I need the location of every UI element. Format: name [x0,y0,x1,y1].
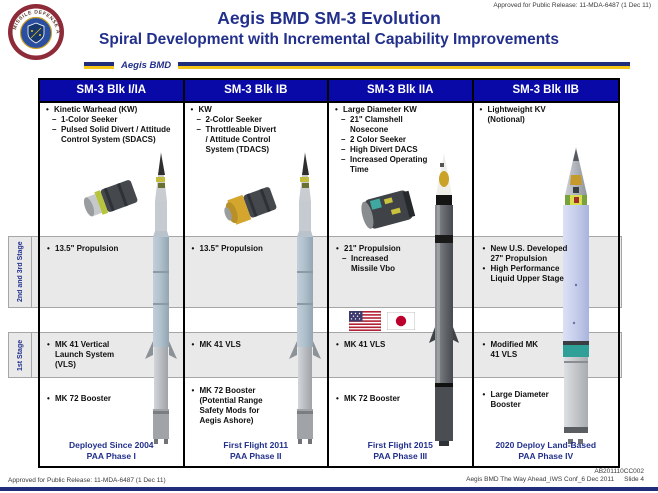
partner-flags [349,311,415,331]
approved-release-top: Approved for Public Release: 11-MDA-6487… [493,2,651,9]
footer-source: AB201110CC002 Aegis BMD The Way Ahead_IW… [466,468,644,484]
comparison-table: 2nd and 3rd Stage 1st Stage SM-3 Blk I/I… [8,78,622,468]
japan-flag-icon [387,312,415,330]
propulsion-sub-bullet: Increased Missile Vbo [335,254,409,274]
column-sm3-blk-2b: SM-3 Blk IIB Lightweight KV (Notional) [473,80,618,466]
kw-sub-bullet: Throttleable Divert / Attitude Control S… [190,125,278,155]
deployment-caption: 2020 Deploy Land-Based PAA Phase IV [495,440,597,461]
doc-code: AB201110CC002 [594,468,644,475]
propulsion-bullet: 21" Propulsion [335,244,427,254]
kw-bullet: Large Diameter KW [334,105,470,115]
kinetic-warhead-illustration [223,187,276,225]
bottom-rule [0,487,658,491]
deployment-caption: First Flight 2015 PAA Phase III [367,440,433,461]
kw-sub-bullet: 1-Color Seeker [45,115,181,125]
column-header: SM-3 Blk I/IA [40,80,183,103]
page-title: Aegis BMD SM-3 Evolution [217,8,441,28]
sm3-blk-1a-missile-illustration [144,151,177,444]
booster-bullet: MK 72 Booster [335,394,427,404]
column-sm3-blk-2a: SM-3 Blk IIA Large Diameter KW 21" Clams… [329,80,474,466]
stage-band-upper-label: 2nd and 3rd Stage [10,237,32,307]
propulsion-bullet: 13.5" Propulsion [191,244,283,254]
launch-bullet: MK 41 VLS [191,340,283,350]
column-header: SM-3 Blk IIA [329,80,472,103]
kinetic-warhead-illustration [83,180,138,217]
kw-bullet: Kinetic Warhead (KW) [45,105,181,115]
propulsion-bullet: High Performance Liquid Upper Stage [482,264,568,284]
booster-bullet: Large Diameter Booster [482,390,561,410]
propulsion-bullet: 13.5" Propulsion [46,244,138,254]
deployment-caption: First Flight 2011 PAA Phase II [223,440,289,461]
launch-bullet: MK 41 VLS [335,340,427,350]
divider-bar-right [178,62,630,69]
source-line: Aegis BMD The Way Ahead_IWS Conf_6 Dec 2… [466,476,615,483]
kinetic-warhead-illustration [361,190,416,229]
slide-number: Slide 4 [624,476,644,483]
kw-sub-bullet: 2 Color Seeker [334,135,470,145]
program-divider: Aegis BMD [84,60,630,71]
stage-band-lower-label: 1st Stage [10,333,32,377]
column-header: SM-3 Blk IB [184,80,327,103]
us-flag-icon [349,311,381,331]
launch-bullet: MK 41 Vertical Launch System (VLS) [46,340,125,370]
column-header: SM-3 Blk IIB [473,80,618,103]
column-sm3-blk-1b: SM-3 Blk IB KW 2-Color Seeker Throttleab… [184,80,329,466]
mda-seal-logo: MISSILE DEFENSE AGENCY [7,3,64,60]
booster-bullet: MK 72 Booster [46,394,138,404]
column-sm3-blk-1a: SM-3 Blk I/IA Kinetic Warhead (KW) 1-Col… [40,80,185,466]
page-subtitle: Spiral Development with Incremental Capa… [99,31,559,48]
deployment-caption: Deployed Since 2004 PAA Phase I [68,440,154,461]
sm3-blk-2a-missile-illustration [429,153,459,446]
approved-release-bottom: Approved for Public Release: 11-MDA-6487… [8,477,166,484]
kw-sub-bullet: 21" Clamshell Nosecone [334,115,412,135]
program-label: Aegis BMD [121,60,172,71]
launch-bullet: Modified MK 41 VLS [482,340,543,360]
divider-bar-left [84,62,114,69]
sm3-blk-1b-missile-illustration [289,151,321,444]
kw-bullet: Lightweight KV (Notional) [479,105,558,125]
kw-sub-bullet: High Divert DACS [334,145,470,155]
kw-sub-bullet: Pulsed Solid Divert / Attitude Control S… [45,125,179,145]
propulsion-bullet: New U.S. Developed 27" Propulsion [482,244,568,264]
kw-sub-bullet: Increased Operating Time [334,155,428,175]
booster-bullet: MK 72 Booster (Potential Range Safety Mo… [191,386,278,426]
kw-bullet: KW [190,105,326,115]
kw-sub-bullet: 2-Color Seeker [190,115,326,125]
